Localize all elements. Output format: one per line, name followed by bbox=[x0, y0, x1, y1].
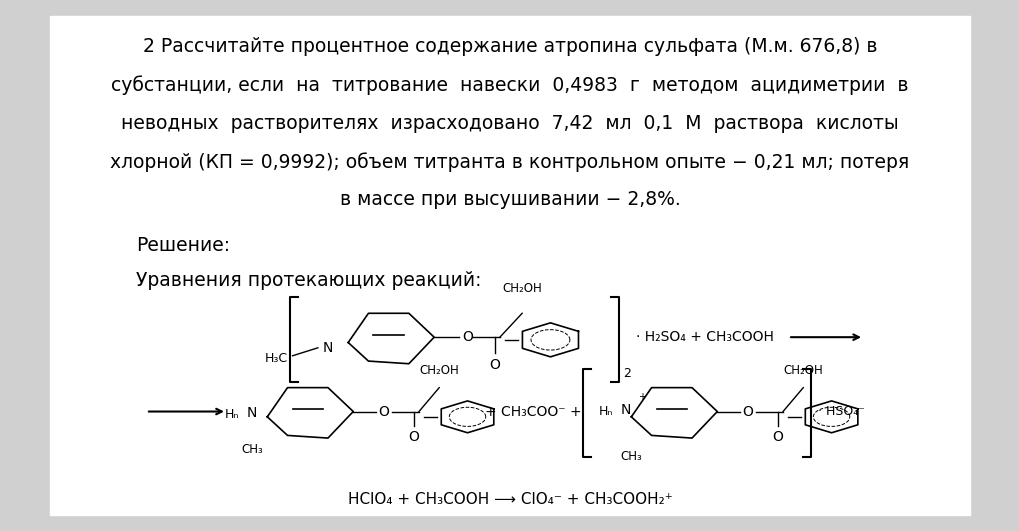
Text: N: N bbox=[322, 341, 333, 355]
Text: 2: 2 bbox=[623, 367, 631, 380]
Text: Решение:: Решение: bbox=[136, 236, 229, 255]
Text: O: O bbox=[378, 405, 389, 418]
Text: CH₂OH: CH₂OH bbox=[783, 364, 822, 377]
Text: N: N bbox=[247, 406, 257, 419]
Text: неводных  растворителях  израсходовано  7,42  мл  0,1  М  раствора  кислоты: неводных растворителях израсходовано 7,4… bbox=[121, 114, 898, 133]
Text: в массе при высушивании − 2,8%.: в массе при высушивании − 2,8%. bbox=[339, 190, 680, 209]
Text: Hₙ: Hₙ bbox=[224, 408, 238, 421]
Text: O: O bbox=[462, 330, 473, 344]
Text: H₃C: H₃C bbox=[264, 352, 287, 365]
Text: O: O bbox=[408, 430, 419, 444]
Text: O: O bbox=[489, 358, 499, 372]
Text: CH₃: CH₃ bbox=[242, 443, 263, 456]
Text: · HSO₄⁻: · HSO₄⁻ bbox=[817, 405, 864, 418]
Text: субстанции, если  на  титрование  навески  0,4983  г  методом  ацидиметрии  в: субстанции, если на титрование навески 0… bbox=[111, 75, 908, 95]
Text: CH₃: CH₃ bbox=[620, 450, 642, 463]
Text: O: O bbox=[742, 405, 753, 418]
Text: · H₂SO₄ + CH₃COOH: · H₂SO₄ + CH₃COOH bbox=[636, 330, 773, 344]
Text: HClO₄ + CH₃COOH ⟶ ClO₄⁻ + CH₃COOH₂⁺: HClO₄ + CH₃COOH ⟶ ClO₄⁻ + CH₃COOH₂⁺ bbox=[347, 492, 672, 507]
Text: Уравнения протекающих реакций:: Уравнения протекающих реакций: bbox=[136, 271, 481, 290]
FancyBboxPatch shape bbox=[50, 16, 969, 515]
Text: O: O bbox=[771, 430, 783, 444]
Text: 2 Рассчитайте процентное содержание атропина сульфата (М.м. 676,8) в: 2 Рассчитайте процентное содержание атро… bbox=[143, 37, 876, 56]
Text: CH₂OH: CH₂OH bbox=[419, 364, 459, 377]
Text: Hₙ: Hₙ bbox=[598, 405, 612, 418]
Text: N: N bbox=[621, 403, 631, 417]
Text: хлорной (КП = 0,9992); объем титранта в контрольном опыте − 0,21 мл; потеря: хлорной (КП = 0,9992); объем титранта в … bbox=[110, 152, 909, 172]
Text: +: + bbox=[638, 392, 646, 402]
Text: + CH₃COO⁻ +: + CH₃COO⁻ + bbox=[484, 405, 581, 418]
Text: CH₂OH: CH₂OH bbox=[501, 282, 541, 295]
